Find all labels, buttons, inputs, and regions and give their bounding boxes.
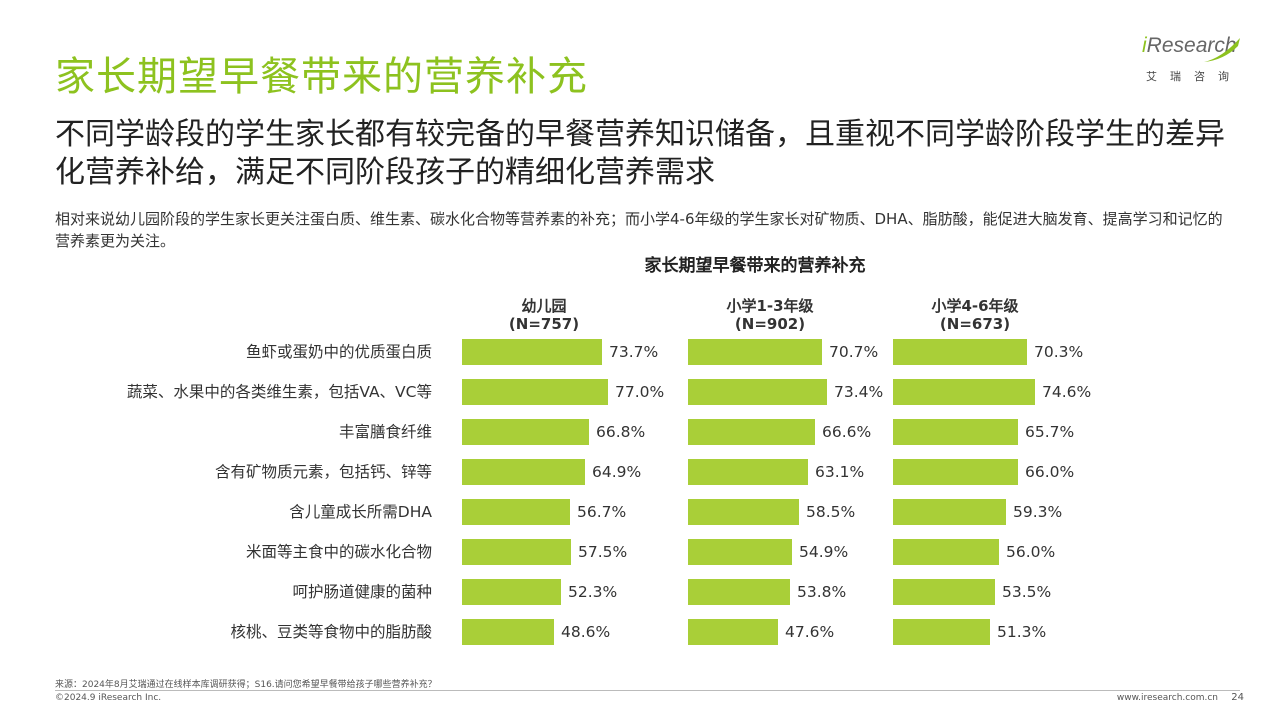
category-label: 含儿童成长所需DHA xyxy=(289,503,432,521)
bar xyxy=(688,339,822,365)
logo-chinese-name: 艾瑞咨询 xyxy=(1146,70,1242,83)
bar xyxy=(893,499,1006,525)
page-title: 家长期望早餐带来的营养补充 xyxy=(55,54,588,100)
bar xyxy=(893,539,999,565)
column-header: 小学1-3年级 (N=902) xyxy=(690,297,850,333)
bar xyxy=(688,619,778,645)
bar xyxy=(688,419,815,445)
data-label: 53.8% xyxy=(797,583,847,601)
bar xyxy=(893,459,1018,485)
data-label: 70.3% xyxy=(1034,343,1084,361)
logo-swoosh-icon xyxy=(1204,38,1240,62)
series-name: 幼儿园 xyxy=(521,297,567,315)
data-label: 66.8% xyxy=(596,423,646,441)
data-label: 73.7% xyxy=(609,343,659,361)
category-label: 核桃、豆类等食物中的脂肪酸 xyxy=(230,623,432,641)
bar xyxy=(893,619,990,645)
bar xyxy=(893,579,995,605)
data-label: 54.9% xyxy=(799,543,849,561)
bar xyxy=(688,459,808,485)
bar xyxy=(462,419,589,445)
data-label: 52.3% xyxy=(568,583,618,601)
category-label: 蔬菜、水果中的各类维生素，包括VA、VC等 xyxy=(126,383,432,401)
category-label: 含有矿物质元素，包括钙、锌等 xyxy=(214,463,432,481)
chart-title: 家长期望早餐带来的营养补充 xyxy=(644,256,866,276)
data-label: 64.9% xyxy=(592,463,642,481)
column-header: 幼儿园 (N=757) xyxy=(464,297,624,333)
bar xyxy=(462,499,570,525)
bar xyxy=(462,459,585,485)
bar xyxy=(462,619,554,645)
description: 相对来说幼儿园阶段的学生家长更关注蛋白质、维生素、碳水化合物等营养素的补充；而小… xyxy=(55,210,1223,250)
bar xyxy=(462,539,571,565)
bar xyxy=(688,579,790,605)
source-note: 来源：2024年8月艾瑞通过在线样本库调研获得；S16.请问您希望早餐带给孩子哪… xyxy=(55,680,437,690)
category-label: 丰富膳食纤维 xyxy=(338,423,432,441)
bar xyxy=(462,379,608,405)
sample-size: (N=673) xyxy=(939,315,1011,333)
data-label: 66.0% xyxy=(1025,463,1075,481)
data-label: 47.6% xyxy=(785,623,835,641)
data-label: 59.3% xyxy=(1013,503,1063,521)
bar xyxy=(893,339,1027,365)
data-label: 66.6% xyxy=(822,423,872,441)
bar xyxy=(893,419,1018,445)
logo-wordmark: iResearch xyxy=(1142,34,1237,57)
page-number: 24 xyxy=(1231,692,1244,703)
headline: 不同学龄段的学生家长都有较完备的早餐营养知识储备，且重视不同学龄阶段学生的差异化… xyxy=(55,117,1225,190)
website: www.iresearch.com.cn xyxy=(1116,693,1218,703)
category-label: 鱼虾或蛋奶中的优质蛋白质 xyxy=(245,343,432,361)
category-label: 呵护肠道健康的菌种 xyxy=(292,583,432,601)
data-label: 58.5% xyxy=(806,503,856,521)
sample-size: (N=902) xyxy=(734,315,806,333)
bar xyxy=(893,379,1035,405)
series-name: 小学4-6年级 xyxy=(931,297,1019,315)
data-label: 48.6% xyxy=(561,623,611,641)
data-label: 74.6% xyxy=(1042,383,1092,401)
bar xyxy=(688,379,827,405)
sample-size: (N=757) xyxy=(508,315,580,333)
data-label: 56.0% xyxy=(1006,543,1056,561)
data-label: 73.4% xyxy=(834,383,884,401)
bar xyxy=(688,499,799,525)
data-label: 56.7% xyxy=(577,503,627,521)
bar xyxy=(688,539,792,565)
data-label: 65.7% xyxy=(1025,423,1075,441)
data-label: 53.5% xyxy=(1002,583,1052,601)
data-label: 70.7% xyxy=(829,343,879,361)
copyright: ©2024.9 iResearch Inc. xyxy=(55,693,162,703)
iresearch-logo: iResearch 艾瑞咨询 xyxy=(1140,34,1244,88)
data-label: 57.5% xyxy=(578,543,628,561)
data-label: 77.0% xyxy=(615,383,665,401)
series-name: 小学1-3年级 xyxy=(726,297,814,315)
data-label: 63.1% xyxy=(815,463,865,481)
bar xyxy=(462,579,561,605)
data-label: 51.3% xyxy=(997,623,1047,641)
column-header: 小学4-6年级 (N=673) xyxy=(895,297,1055,333)
category-label: 米面等主食中的碳水化合物 xyxy=(245,543,432,561)
footer-divider xyxy=(55,690,1240,691)
bar xyxy=(462,339,602,365)
